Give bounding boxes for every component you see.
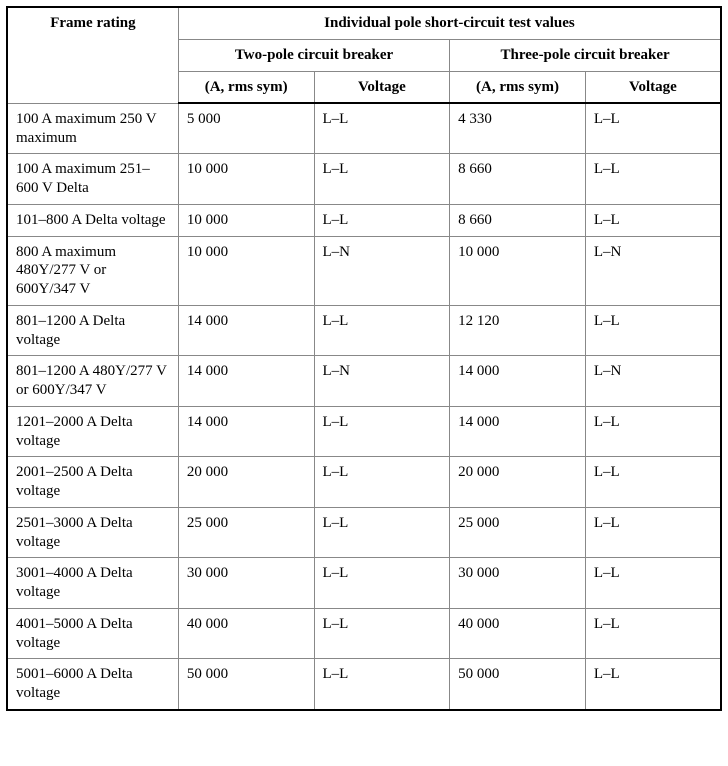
cell-frame-rating: 1201–2000 A Delta voltage xyxy=(7,406,178,457)
header-three-pole: Three-pole circuit breaker xyxy=(450,39,721,71)
cell-three-pole-voltage: L–L xyxy=(585,507,721,558)
table-row: 801–1200 A 480Y/277 V or 600Y/347 V14 00… xyxy=(7,356,721,407)
table-row: 100 A maximum 251–600 V Delta10 000L–L8 … xyxy=(7,154,721,205)
header-three-pole-voltage: Voltage xyxy=(585,71,721,103)
cell-three-pole-arms: 8 660 xyxy=(450,154,586,205)
cell-frame-rating: 100 A maximum 250 V maximum xyxy=(7,103,178,154)
cell-three-pole-voltage: L–N xyxy=(585,356,721,407)
cell-two-pole-arms: 5 000 xyxy=(178,103,314,154)
cell-two-pole-arms: 20 000 xyxy=(178,457,314,508)
cell-two-pole-voltage: L–L xyxy=(314,457,450,508)
cell-three-pole-arms: 8 660 xyxy=(450,204,586,236)
header-two-pole: Two-pole circuit breaker xyxy=(178,39,449,71)
cell-two-pole-arms: 14 000 xyxy=(178,305,314,356)
cell-two-pole-arms: 50 000 xyxy=(178,659,314,710)
cell-three-pole-arms: 40 000 xyxy=(450,608,586,659)
table-row: 3001–4000 A Delta voltage30 000L–L30 000… xyxy=(7,558,721,609)
cell-two-pole-arms: 25 000 xyxy=(178,507,314,558)
cell-two-pole-voltage: L–L xyxy=(314,406,450,457)
header-two-pole-voltage: Voltage xyxy=(314,71,450,103)
cell-two-pole-voltage: L–L xyxy=(314,204,450,236)
table-row: 100 A maximum 250 V maximum5 000L–L4 330… xyxy=(7,103,721,154)
table-row: 801–1200 A Delta voltage14 000L–L12 120L… xyxy=(7,305,721,356)
cell-two-pole-voltage: L–L xyxy=(314,608,450,659)
cell-two-pole-arms: 14 000 xyxy=(178,406,314,457)
cell-two-pole-arms: 10 000 xyxy=(178,204,314,236)
cell-three-pole-voltage: L–L xyxy=(585,659,721,710)
cell-three-pole-arms: 50 000 xyxy=(450,659,586,710)
cell-frame-rating: 101–800 A Delta voltage xyxy=(7,204,178,236)
cell-three-pole-voltage: L–L xyxy=(585,558,721,609)
cell-three-pole-voltage: L–N xyxy=(585,236,721,305)
cell-frame-rating: 2501–3000 A Delta voltage xyxy=(7,507,178,558)
cell-frame-rating: 801–1200 A 480Y/277 V or 600Y/347 V xyxy=(7,356,178,407)
cell-two-pole-arms: 30 000 xyxy=(178,558,314,609)
cell-two-pole-arms: 40 000 xyxy=(178,608,314,659)
cell-three-pole-arms: 10 000 xyxy=(450,236,586,305)
cell-three-pole-voltage: L–L xyxy=(585,103,721,154)
cell-three-pole-arms: 30 000 xyxy=(450,558,586,609)
cell-three-pole-voltage: L–L xyxy=(585,457,721,508)
cell-two-pole-arms: 10 000 xyxy=(178,154,314,205)
cell-two-pole-voltage: L–L xyxy=(314,154,450,205)
header-three-pole-arms: (A, rms sym) xyxy=(450,71,586,103)
cell-two-pole-voltage: L–L xyxy=(314,507,450,558)
cell-three-pole-voltage: L–L xyxy=(585,406,721,457)
table-row: 2501–3000 A Delta voltage25 000L–L25 000… xyxy=(7,507,721,558)
cell-two-pole-voltage: L–L xyxy=(314,103,450,154)
cell-three-pole-voltage: L–L xyxy=(585,154,721,205)
cell-frame-rating: 5001–6000 A Delta voltage xyxy=(7,659,178,710)
cell-three-pole-arms: 4 330 xyxy=(450,103,586,154)
header-frame-rating: Frame rating xyxy=(7,7,178,103)
cell-frame-rating: 4001–5000 A Delta voltage xyxy=(7,608,178,659)
cell-two-pole-voltage: L–N xyxy=(314,356,450,407)
table-body: 100 A maximum 250 V maximum5 000L–L4 330… xyxy=(7,103,721,710)
cell-three-pole-voltage: L–L xyxy=(585,305,721,356)
table-row: 4001–5000 A Delta voltage40 000L–L40 000… xyxy=(7,608,721,659)
table-row: 800 A maximum 480Y/277 V or 600Y/347 V10… xyxy=(7,236,721,305)
header-two-pole-arms: (A, rms sym) xyxy=(178,71,314,103)
cell-three-pole-arms: 25 000 xyxy=(450,507,586,558)
cell-two-pole-voltage: L–L xyxy=(314,558,450,609)
header-main: Individual pole short-circuit test value… xyxy=(178,7,721,39)
cell-frame-rating: 801–1200 A Delta voltage xyxy=(7,305,178,356)
cell-three-pole-voltage: L–L xyxy=(585,204,721,236)
cell-two-pole-voltage: L–L xyxy=(314,305,450,356)
cell-two-pole-arms: 10 000 xyxy=(178,236,314,305)
table-row: 5001–6000 A Delta voltage50 000L–L50 000… xyxy=(7,659,721,710)
table-row: 1201–2000 A Delta voltage14 000L–L14 000… xyxy=(7,406,721,457)
cell-three-pole-arms: 20 000 xyxy=(450,457,586,508)
cell-three-pole-arms: 12 120 xyxy=(450,305,586,356)
cell-three-pole-arms: 14 000 xyxy=(450,356,586,407)
cell-two-pole-voltage: L–N xyxy=(314,236,450,305)
cell-two-pole-voltage: L–L xyxy=(314,659,450,710)
cell-frame-rating: 100 A maximum 251–600 V Delta xyxy=(7,154,178,205)
table-row: 101–800 A Delta voltage10 000L–L8 660L–L xyxy=(7,204,721,236)
cell-frame-rating: 2001–2500 A Delta voltage xyxy=(7,457,178,508)
cell-frame-rating: 800 A maximum 480Y/277 V or 600Y/347 V xyxy=(7,236,178,305)
cell-two-pole-arms: 14 000 xyxy=(178,356,314,407)
table-row: 2001–2500 A Delta voltage20 000L–L20 000… xyxy=(7,457,721,508)
cell-three-pole-voltage: L–L xyxy=(585,608,721,659)
cell-frame-rating: 3001–4000 A Delta voltage xyxy=(7,558,178,609)
short-circuit-test-table: Frame rating Individual pole short-circu… xyxy=(6,6,722,711)
cell-three-pole-arms: 14 000 xyxy=(450,406,586,457)
